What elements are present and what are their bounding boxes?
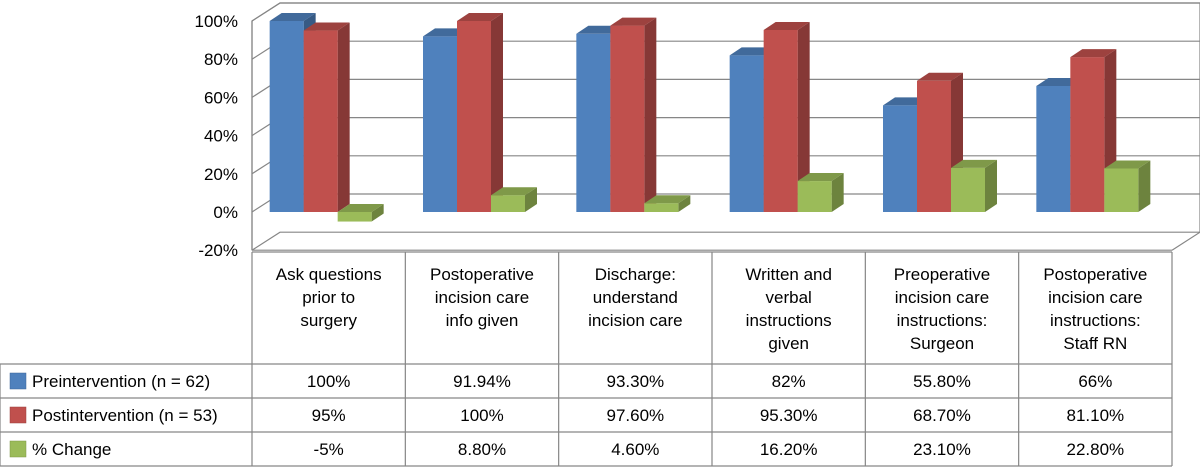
bar-front: [491, 195, 525, 212]
bar-front: [729, 55, 764, 212]
bar-side: [797, 21, 810, 212]
category-label: Preoperative incision care instructions: Su…: [894, 265, 990, 353]
bar-top: [797, 173, 844, 182]
bar-top: [1070, 49, 1117, 58]
table-cell-value: 97.60%: [606, 406, 664, 425]
bar-front: [797, 181, 832, 212]
bar-front: [917, 80, 951, 213]
table-cell-value: 82%: [772, 372, 806, 391]
legend-swatch: [9, 440, 27, 458]
bar-front: [763, 29, 798, 212]
table-cell-value: 4.60%: [611, 440, 659, 459]
bar-front: [883, 105, 917, 212]
data-table: Ask questions prior to surgery Postoperativ…: [0, 251, 1173, 467]
table-cell-value: 95.30%: [760, 406, 818, 425]
bar-front: [269, 21, 304, 212]
bar-top: [610, 17, 657, 26]
gridline: [251, 2, 1200, 22]
y-tick-label: 20%: [204, 165, 238, 184]
table-cell-value: 23.10%: [913, 440, 971, 459]
bar-side: [985, 159, 997, 212]
table-cell-value: 95%: [312, 406, 346, 425]
legend-label: Preintervention (n = 62): [32, 372, 210, 391]
table-cell-value: 8.80%: [458, 440, 506, 459]
table-cell-value: 91.94%: [453, 372, 511, 391]
bar: [1104, 160, 1151, 212]
bar-top: [269, 13, 316, 21]
bar: [337, 204, 384, 222]
bar-side: [1138, 160, 1151, 212]
table-cell-value: 55.80%: [913, 372, 971, 391]
bar-side: [371, 204, 384, 222]
y-tick-label: 60%: [204, 88, 238, 107]
bar-top: [303, 22, 350, 31]
bar-front: [457, 21, 491, 212]
y-tick-label: 100%: [195, 12, 238, 31]
legend-swatch: [9, 406, 27, 424]
bar-front: [423, 36, 457, 213]
legend-swatch: [9, 372, 27, 390]
table-cell-value: 93.30%: [606, 372, 664, 391]
category-label: Written and verbal instructions given: [745, 265, 832, 353]
bar-top: [763, 21, 810, 30]
bar-side: [831, 173, 844, 212]
bar-top: [1104, 160, 1151, 169]
y-tick-label: 80%: [204, 50, 238, 69]
bar-front: [1070, 57, 1105, 212]
category-label: Postoperative incision care instructions: S…: [1043, 265, 1147, 353]
legend-label: Postintervention (n = 53): [32, 406, 218, 425]
bar-side: [678, 195, 691, 212]
legend-label: % Change: [32, 440, 111, 459]
bar: [1070, 49, 1117, 212]
bar-top: [491, 187, 537, 196]
y-tick-label: -20%: [198, 241, 238, 260]
bar-front: [1104, 168, 1139, 212]
bar-top: [457, 13, 503, 21]
bar: [763, 21, 810, 212]
bar-front: [303, 30, 338, 212]
bar-side: [337, 22, 350, 212]
bar-front: [1036, 85, 1071, 212]
bar: [644, 195, 691, 212]
floor-right-edge: [1171, 231, 1200, 251]
bars: [269, 13, 1151, 222]
bar-front: [644, 203, 679, 212]
bar-top: [337, 204, 384, 212]
table-cell-value: 100%: [460, 406, 503, 425]
bar: [951, 159, 997, 212]
table-cell-value: -5%: [314, 440, 344, 459]
bar-side: [644, 17, 657, 212]
bar-front: [610, 25, 645, 212]
bar: [457, 13, 503, 212]
bar: [610, 17, 657, 212]
y-axis: 100% 80% 60% 40% 20% 0% -20%: [195, 12, 238, 260]
table-cell-value: 100%: [307, 372, 350, 391]
gridline: [251, 40, 1200, 60]
bar-front: [576, 33, 611, 213]
table-cell-value: 22.80%: [1066, 440, 1124, 459]
y-tick-label: 0%: [213, 203, 238, 222]
bar: [797, 173, 844, 212]
category-label: Discharge: understand incision care: [588, 265, 683, 330]
table-cell-value: 16.20%: [760, 440, 818, 459]
bar: [491, 187, 537, 212]
bar-top: [951, 159, 997, 168]
gridline: [251, 231, 1200, 251]
bar-side: [525, 187, 537, 212]
bar-top: [917, 72, 963, 81]
bar-side: [491, 13, 503, 212]
y-tick-label: 40%: [204, 127, 238, 146]
category-label: Ask questions prior to surgery: [276, 265, 382, 330]
bar-front: [337, 212, 372, 222]
table-cell-value: 68.70%: [913, 406, 971, 425]
table-cell-value: 66%: [1078, 372, 1112, 391]
bar-front: [951, 167, 985, 212]
bar: [303, 22, 350, 212]
category-label: Postoperative incision care info given: [430, 265, 534, 330]
table-cell-value: 81.10%: [1066, 406, 1124, 425]
bar-top: [644, 195, 691, 204]
